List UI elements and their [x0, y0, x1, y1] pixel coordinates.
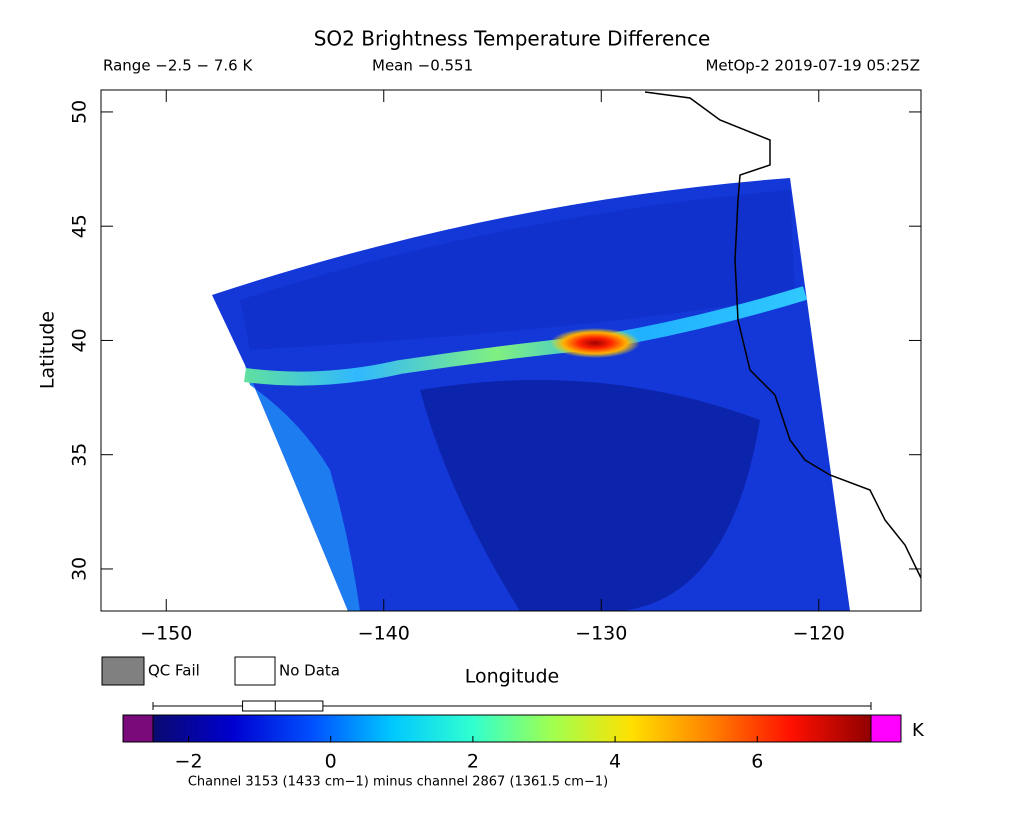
x-tick-label: −120 — [793, 623, 845, 645]
footnote: Channel 3153 (1433 cm−1) minus channel 2… — [188, 775, 608, 790]
x-axis-label: Longitude — [465, 666, 560, 688]
swath-north — [240, 190, 795, 350]
legend-label: QC Fail — [148, 662, 200, 680]
y-tick-label: 30 — [69, 557, 91, 581]
legend-swatch — [234, 656, 276, 686]
y-tick-label: 35 — [69, 443, 91, 467]
swath-dark — [420, 380, 760, 611]
swath-west — [245, 365, 360, 611]
map-field — [212, 91, 921, 611]
x-tick-label: −150 — [140, 623, 192, 645]
title: SO2 Brightness Temperature Difference — [314, 27, 711, 51]
colorbar-tick-label: 4 — [609, 751, 621, 773]
colorbar-under — [122, 714, 154, 743]
x-tick-label: −140 — [358, 623, 410, 645]
box — [242, 700, 324, 712]
x-tick-label: −130 — [575, 623, 627, 645]
colorbar-tick-label: −2 — [175, 751, 203, 773]
y-tick-label: 50 — [69, 100, 91, 124]
plume-band — [244, 286, 808, 386]
y-tick-label: 40 — [69, 328, 91, 352]
colorbar — [152, 714, 872, 743]
legend-label: No Data — [279, 662, 340, 680]
colorbar-over — [870, 714, 902, 743]
legend-swatch — [101, 656, 145, 686]
y-tick-label: 45 — [69, 214, 91, 238]
plot-frame — [100, 89, 922, 612]
colorbar-tick-label: 2 — [467, 751, 479, 773]
plume-core — [550, 328, 640, 358]
coastline — [644, 91, 921, 579]
source-label: MetOp-2 2019-07-19 05:25Z — [705, 57, 920, 75]
colorbar-tick-label: 0 — [325, 751, 337, 773]
range-label: Range −2.5 − 7.6 K — [103, 57, 253, 75]
mean-label: Mean −0.551 — [372, 57, 473, 75]
colorbar-tick-label: 6 — [751, 751, 763, 773]
y-axis-label: Latitude — [37, 311, 59, 389]
colorbar-unit: K — [912, 720, 925, 741]
